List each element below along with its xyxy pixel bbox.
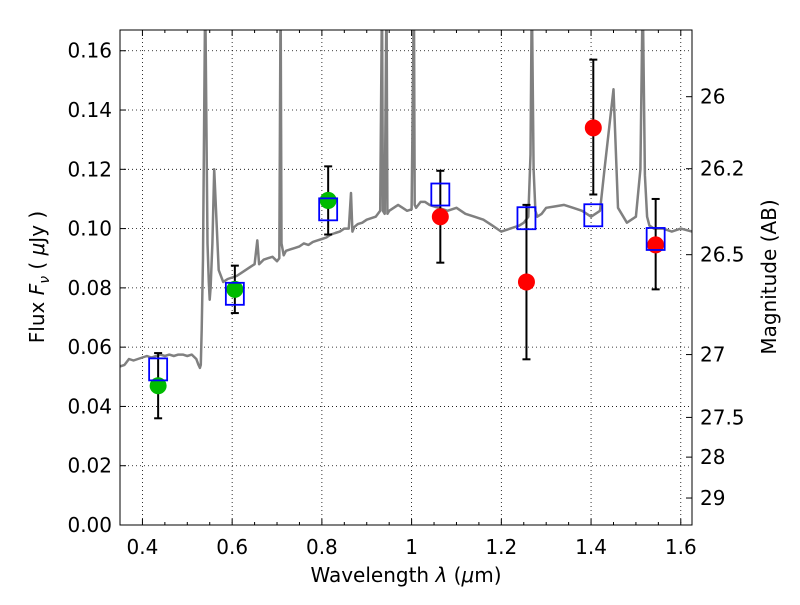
- right-tick-label: 26.5: [700, 243, 745, 267]
- data-point-square: [645, 227, 666, 251]
- y-tick-label: 0.10: [67, 217, 112, 241]
- right-tick-label: 26: [700, 85, 725, 109]
- grid-layer: [120, 30, 692, 525]
- data-point-square: [318, 197, 339, 222]
- y-tick-label: 0.08: [67, 276, 112, 300]
- x-tick-label: 1.2: [485, 535, 517, 559]
- y-tick-label: 0.00: [67, 513, 112, 537]
- x-tick-label: 0.8: [306, 535, 338, 559]
- y-tick-label: 0.04: [67, 394, 112, 418]
- y-tick-label: 0.14: [67, 98, 112, 122]
- y-tick-label: 0.16: [67, 39, 112, 63]
- data-point-circle: [226, 280, 244, 298]
- y-tick-label: 0.06: [67, 335, 112, 359]
- x-tick-label: 0.6: [216, 535, 248, 559]
- x-tick-label: 0.4: [127, 535, 159, 559]
- data-point-circle: [431, 208, 449, 226]
- data-point-circle: [647, 236, 665, 254]
- plot-background: [120, 30, 692, 525]
- data-point-square: [430, 182, 451, 207]
- x-tick-label: 1: [405, 535, 418, 559]
- x-tick-label: 1.6: [665, 535, 697, 559]
- x-tick-label: 1.4: [575, 535, 607, 559]
- ticks-layer: 0.4 0.6 0.8 1 1.2 1.4 1.6 0.00 0.02 0.04 0.06 0.08 0…: [67, 30, 745, 559]
- right-tick-label: 27.5: [700, 405, 745, 429]
- model-spectrum-line: [120, 30, 692, 370]
- data-point-circle: [319, 191, 337, 209]
- data-point-circle: [149, 377, 167, 395]
- right-tick-label: 29: [700, 486, 725, 510]
- plot-frame: [119, 29, 693, 526]
- x-axis-title: Wavelength λ (μm): [310, 563, 501, 587]
- marks-layer: [148, 58, 666, 420]
- right-tick-label: 27: [700, 343, 725, 367]
- data-point-circle: [517, 273, 535, 291]
- data-point-square: [224, 281, 245, 306]
- right-axis-title: Magnitude (AB): [757, 199, 781, 354]
- right-tick-label: 26.2: [700, 157, 745, 181]
- right-tick-label: 28: [700, 445, 725, 469]
- y-tick-label: 0.02: [67, 454, 112, 478]
- data-point-square: [148, 357, 169, 382]
- data-point-square: [516, 206, 537, 231]
- spectrum-layer: [120, 30, 692, 370]
- y-axis-title: Flux Fν ( μJy ): [25, 211, 53, 343]
- data-point-square: [583, 203, 604, 228]
- y-tick-label: 0.12: [67, 157, 112, 181]
- data-point-circle: [584, 119, 602, 137]
